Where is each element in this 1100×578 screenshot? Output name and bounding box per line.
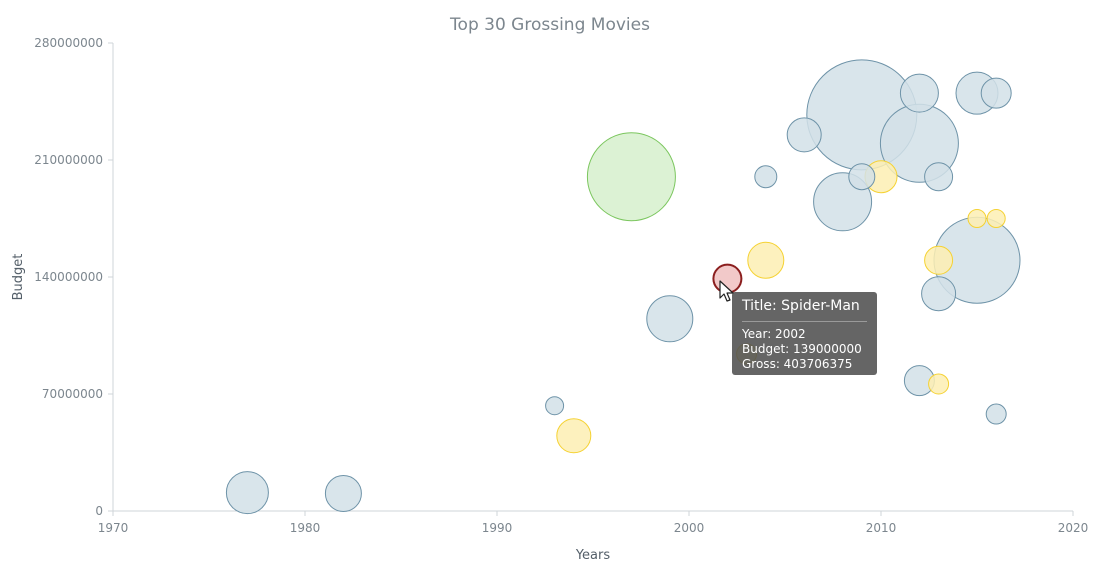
bubble-point[interactable]: [586, 132, 676, 222]
tooltip-gross: Gross: 403706375: [742, 357, 853, 371]
y-tick-label: 140000000: [34, 270, 103, 284]
y-tick-label: 210000000: [34, 153, 103, 167]
bubble-point[interactable]: [921, 276, 957, 312]
tooltip-budget: Budget: 139000000: [742, 342, 862, 356]
x-tick-label: 2010: [866, 521, 897, 535]
bubble-point[interactable]: [985, 403, 1007, 425]
bubble-point[interactable]: [924, 245, 954, 275]
tooltip: Title: Spider-Man Year: 2002 Budget: 139…: [732, 292, 877, 375]
bubble-point[interactable]: [545, 396, 565, 416]
chart-title: Top 30 Grossing Movies: [449, 15, 650, 35]
bubble-point[interactable]: [924, 162, 954, 192]
mouse-cursor-icon: [719, 280, 734, 302]
bubble-point[interactable]: [747, 241, 785, 279]
bubble-point[interactable]: [980, 77, 1012, 109]
y-tick-label: 280000000: [34, 36, 103, 50]
y-tick-label: 0: [95, 504, 103, 518]
x-tick-label: 1980: [290, 521, 321, 535]
bubble-point[interactable]: [324, 474, 362, 512]
x-tick-label: 1990: [482, 521, 513, 535]
bubble-point[interactable]: [754, 165, 778, 189]
bubble-point[interactable]: [556, 418, 592, 454]
bubble-point[interactable]: [786, 117, 822, 153]
x-axis-title: Years: [575, 548, 611, 563]
tooltip-year: Year: 2002: [742, 327, 806, 341]
tooltip-title: Title: Spider-Man: [742, 297, 867, 322]
bubble-point[interactable]: [899, 73, 939, 113]
bubble-point[interactable]: [225, 471, 269, 515]
y-tick-label: 70000000: [42, 387, 103, 401]
x-tick-label: 1970: [98, 521, 129, 535]
bubble-point[interactable]: [646, 295, 694, 343]
axes: 0 70000000 140000000 210000000 280000000 1970…: [34, 36, 1088, 535]
bubble-point[interactable]: [848, 163, 876, 191]
x-tick-label: 2020: [1058, 521, 1089, 535]
bubble-point[interactable]: [928, 373, 950, 395]
bubble-point[interactable]: [967, 209, 987, 228]
bubble-point[interactable]: [986, 209, 1006, 228]
y-axis-title: Budget: [11, 254, 26, 301]
bubbles: [225, 59, 1021, 515]
x-tick-label: 2000: [674, 521, 705, 535]
